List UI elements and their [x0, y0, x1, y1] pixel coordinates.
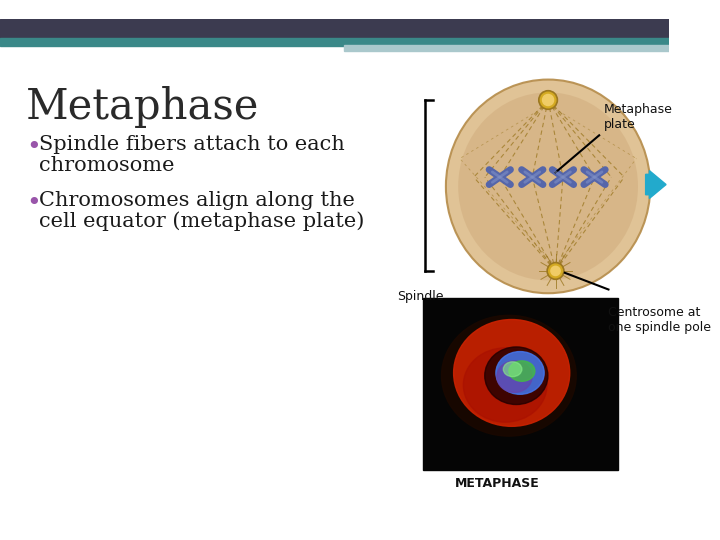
- Text: Metaphase
plate: Metaphase plate: [604, 103, 672, 131]
- Circle shape: [551, 266, 560, 275]
- Bar: [0, 38, 669, 46]
- Bar: [343, 45, 669, 51]
- Circle shape: [547, 262, 564, 279]
- Text: cell equator (metaphase plate): cell equator (metaphase plate): [39, 212, 364, 231]
- Ellipse shape: [485, 347, 548, 404]
- Circle shape: [542, 94, 554, 106]
- Text: Metaphase: Metaphase: [26, 86, 259, 128]
- Ellipse shape: [446, 79, 650, 293]
- Text: Spindle fibers attach to each: Spindle fibers attach to each: [39, 136, 345, 154]
- Bar: [0, 19, 669, 38]
- Text: •: •: [26, 136, 41, 159]
- Ellipse shape: [503, 362, 522, 376]
- Text: Spindle: Spindle: [397, 289, 444, 302]
- Ellipse shape: [454, 320, 570, 427]
- Text: METAPHASE: METAPHASE: [454, 477, 539, 490]
- Text: chromosome: chromosome: [39, 156, 174, 175]
- Circle shape: [539, 91, 557, 109]
- Ellipse shape: [509, 361, 535, 381]
- Ellipse shape: [497, 361, 532, 393]
- Ellipse shape: [441, 315, 576, 436]
- Ellipse shape: [458, 92, 638, 280]
- FancyArrow shape: [646, 171, 666, 199]
- Ellipse shape: [464, 348, 547, 422]
- Text: •: •: [26, 191, 41, 215]
- Text: Centrosome at
one spindle pole: Centrosome at one spindle pole: [608, 306, 711, 334]
- Ellipse shape: [496, 352, 544, 394]
- Text: Chromosomes align along the: Chromosomes align along the: [39, 191, 355, 210]
- Bar: [423, 298, 618, 470]
